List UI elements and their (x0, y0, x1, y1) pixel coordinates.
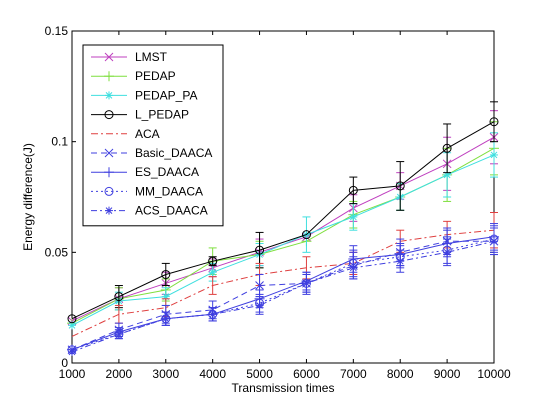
x-tick-label: 8000 (387, 367, 414, 381)
axes: 1000 2000 3000 4000 5000 6000 7000 8000 9000 1000… (45, 24, 511, 381)
data-point (301, 230, 311, 240)
legend-entry: MM_DAACA (91, 184, 203, 198)
data-point (68, 347, 76, 356)
legend-marker (104, 167, 114, 178)
y-tick-label: 0.15 (45, 24, 69, 38)
x-tick-label: 4000 (199, 367, 226, 381)
legend-label: ACA (135, 127, 160, 141)
y-axis-label: Energy difference(J) (21, 143, 35, 251)
series-line (71, 240, 495, 353)
legend-entry: ES_DAACA (91, 165, 199, 179)
data-point (396, 257, 405, 266)
data-point (490, 150, 498, 159)
data-point (114, 330, 123, 339)
series-line (71, 240, 494, 351)
legend-entry: ACS_DAACA (91, 204, 208, 218)
data-point (255, 245, 265, 255)
x-tick-label: 5000 (246, 367, 273, 381)
x-axis-label: Transmission times (232, 381, 335, 395)
data-point (114, 292, 124, 302)
legend-entry: Basic_DAACA (91, 146, 212, 160)
legend-entry: ACA (91, 127, 160, 141)
legend-entry: LMST (91, 50, 168, 64)
legend-label: ACS_DAACA (135, 204, 208, 218)
legend-marker (104, 186, 114, 196)
series-l-pedap (67, 101, 499, 324)
data-point (348, 185, 358, 195)
legend-marker (104, 71, 114, 82)
legend-box (82, 44, 224, 227)
data-point (161, 314, 170, 323)
x-tick-label: 6000 (293, 367, 320, 381)
data-point (443, 248, 452, 257)
legend-label: PEDAP_PA (135, 88, 197, 102)
legend: LMST PEDAP PEDAP_PA L_PEDAP ACA Basic_DAACA ES… (82, 44, 224, 227)
y-tick-label: 0.1 (51, 135, 68, 149)
data-point (349, 212, 358, 221)
legend-label: ES_DAACA (135, 165, 199, 179)
series-layer (67, 101, 499, 356)
legend-marker (104, 148, 114, 158)
legend-label: PEDAP (135, 69, 176, 83)
x-tick-label: 9000 (434, 367, 461, 381)
data-point (208, 268, 217, 277)
data-point (490, 237, 498, 246)
legend-marker (104, 52, 114, 62)
legend-marker (105, 91, 113, 100)
y-tick-label: 0.05 (45, 245, 69, 259)
x-tick-label: 7000 (340, 367, 367, 381)
data-point (255, 281, 264, 290)
data-point (67, 314, 77, 324)
legend-entry: L_PEDAP (91, 108, 189, 122)
legend-label: MM_DAACA (135, 184, 203, 198)
series-line (71, 121, 495, 320)
legend-marker (104, 110, 114, 120)
series-acs-daaca (68, 227, 498, 356)
data-point (208, 256, 218, 266)
series-line (71, 236, 495, 351)
legend-marker (105, 206, 113, 215)
legend-label: LMST (135, 50, 168, 64)
x-tick-label: 10000 (477, 367, 511, 381)
legend-label: Basic_DAACA (135, 146, 212, 160)
legend-entry: PEDAP (91, 69, 176, 83)
x-tick-label: 1000 (59, 367, 86, 381)
x-tick-label: 3000 (152, 367, 179, 381)
x-tick-label: 2000 (106, 367, 133, 381)
series-line (71, 229, 495, 337)
y-tick-label: 0 (61, 356, 68, 370)
series-line (71, 154, 495, 326)
data-point (489, 117, 499, 127)
series-line (71, 238, 495, 351)
data-point (442, 143, 452, 153)
legend-entry: PEDAP_PA (91, 88, 197, 102)
data-point (302, 279, 311, 288)
data-point (255, 301, 264, 310)
data-point (349, 263, 358, 272)
data-point (161, 269, 171, 279)
legend-label: L_PEDAP (135, 108, 189, 122)
data-point (208, 310, 217, 319)
data-point (395, 181, 405, 191)
